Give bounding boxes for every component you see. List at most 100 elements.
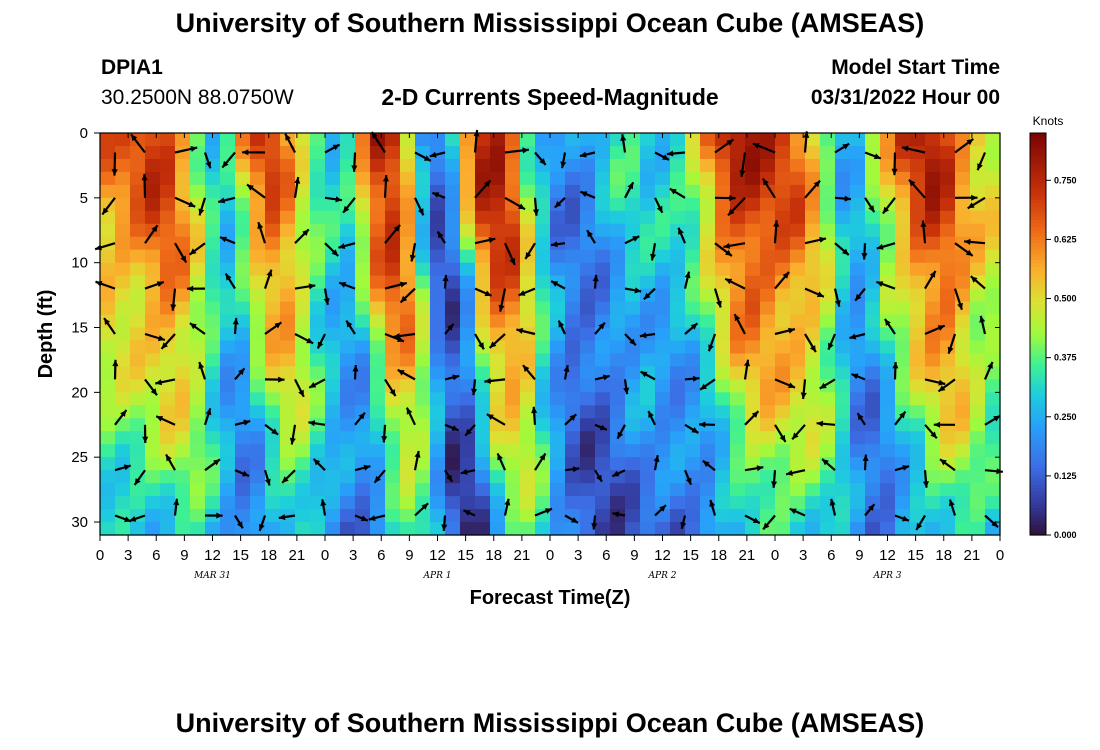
heatmap-cell	[280, 158, 296, 173]
heatmap-cell	[565, 418, 581, 432]
heatmap-cell	[775, 483, 791, 497]
heatmap-cell	[715, 133, 731, 147]
heatmap-cell	[355, 171, 371, 186]
heatmap-cell	[190, 223, 206, 238]
heatmap-cell	[565, 236, 581, 251]
heatmap-cell	[505, 392, 521, 406]
heatmap-cell	[970, 197, 986, 212]
heatmap-cell	[955, 418, 971, 432]
heatmap-cell	[940, 262, 956, 277]
x-tick-label: 6	[602, 547, 610, 564]
heatmap-cell	[700, 405, 716, 419]
heatmap-cell	[760, 405, 776, 419]
heatmap-cell	[535, 444, 551, 458]
heatmap-cell	[265, 133, 281, 147]
heatmap-cell	[310, 379, 326, 393]
heatmap-cell	[160, 522, 176, 536]
heatmap-cell	[910, 314, 926, 329]
colorbar-segment	[1030, 173, 1046, 178]
current-vector	[474, 333, 485, 350]
heatmap-cell	[340, 184, 356, 199]
current-vector	[294, 228, 310, 244]
heatmap-cell	[955, 249, 971, 264]
heatmap-cell	[580, 327, 596, 342]
heatmap-cell	[595, 236, 611, 251]
heatmap-cell	[760, 431, 776, 445]
heatmap-cell	[550, 496, 566, 510]
current-vector	[579, 190, 596, 199]
heatmap-cell	[895, 483, 911, 497]
heatmap-cell	[520, 392, 536, 406]
heatmap-cell	[745, 236, 761, 251]
heatmap-cell	[430, 353, 446, 368]
colorbar-segment	[1030, 414, 1046, 419]
heatmap-cell	[580, 405, 596, 419]
heatmap-cell	[505, 184, 521, 199]
heatmap-cell	[805, 522, 821, 536]
heatmap-cell	[550, 431, 566, 445]
heatmap-cell	[985, 457, 1001, 471]
heatmap-cell	[655, 210, 671, 225]
colorbar-segment	[1030, 186, 1046, 191]
current-vector	[198, 361, 207, 380]
current-vector	[498, 288, 507, 312]
heatmap-cell	[370, 275, 386, 290]
heatmap-cell	[295, 288, 311, 303]
heatmap-cell	[175, 509, 191, 523]
current-vector	[762, 514, 776, 531]
heatmap-cell	[235, 444, 251, 458]
heatmap-cell	[925, 133, 941, 147]
heatmap-cell	[880, 353, 896, 368]
heatmap-cell	[685, 249, 701, 264]
heatmap-cell	[715, 483, 731, 497]
day-label: APR 3	[873, 571, 902, 581]
x-tick-label: 12	[429, 547, 446, 564]
heatmap-cell	[340, 379, 356, 393]
heatmap-cell	[715, 457, 731, 471]
heatmap-cell	[700, 210, 716, 225]
colorbar-tick-label: 0.625	[1054, 234, 1077, 244]
heatmap-cell	[295, 158, 311, 173]
heatmap-cell	[955, 353, 971, 368]
heatmap-cell	[340, 288, 356, 303]
heatmap-cell	[490, 392, 506, 406]
heatmap-cell	[880, 301, 896, 316]
heatmap-cell	[325, 470, 341, 484]
colorbar-segment	[1030, 434, 1046, 439]
heatmap-cell	[565, 133, 581, 147]
heatmap-cell	[745, 301, 761, 316]
heatmap-cell	[400, 470, 416, 484]
heatmap-cell	[100, 262, 116, 277]
heatmap-cell	[460, 353, 476, 368]
heatmap-cell	[625, 340, 641, 355]
heatmap-cell	[595, 340, 611, 355]
heatmap-cell	[160, 496, 176, 510]
heatmap-cell	[895, 522, 911, 536]
heatmap-cell	[610, 171, 626, 186]
heatmap-cell	[130, 496, 146, 510]
heatmap-cell	[370, 353, 386, 368]
heatmap-cell	[700, 236, 716, 251]
current-vector	[666, 150, 686, 157]
heatmap-cell	[790, 366, 806, 380]
heatmap-cell	[835, 470, 851, 484]
colorbar-segment	[1030, 524, 1046, 529]
heatmap-cell	[970, 249, 986, 264]
current-vector	[278, 514, 296, 521]
heatmap-cell	[640, 145, 656, 160]
heatmap-cell	[790, 210, 806, 225]
heatmap-cell	[265, 405, 281, 419]
heatmap-cell	[475, 470, 491, 484]
heatmap-cell	[580, 522, 596, 536]
heatmap-cell	[805, 262, 821, 277]
heatmap-cell	[910, 483, 926, 497]
heatmap-cell	[850, 275, 866, 290]
heatmap-cell	[685, 223, 701, 238]
heatmap-cell	[595, 418, 611, 432]
current-vector	[803, 131, 810, 153]
heatmap-cell	[160, 444, 176, 458]
heatmap-cell	[700, 158, 716, 173]
heatmap-cell	[220, 353, 236, 368]
current-vector	[198, 197, 207, 216]
heatmap-cell	[685, 275, 701, 290]
